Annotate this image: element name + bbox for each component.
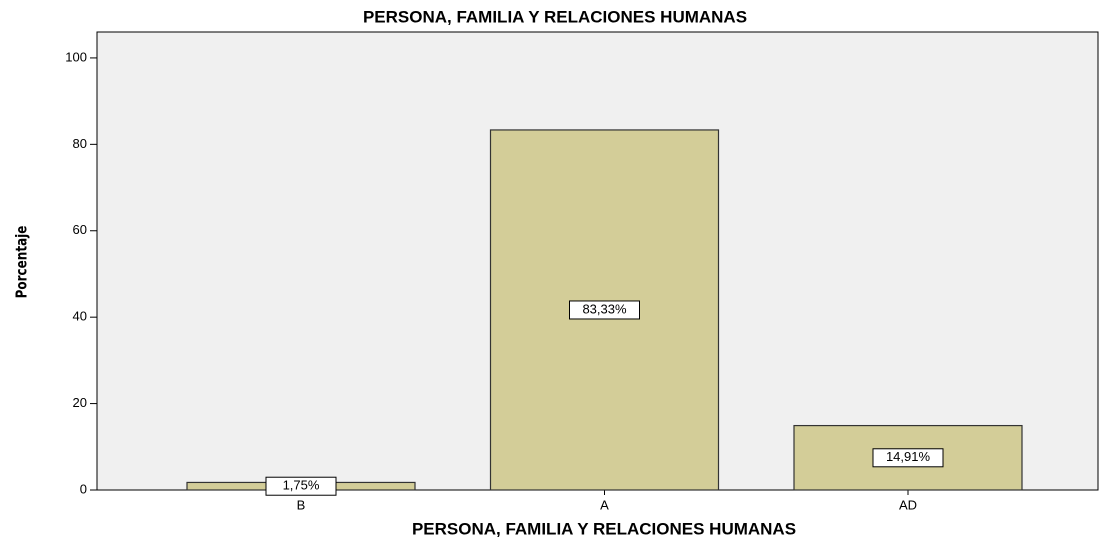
value-label: 14,91% [886,449,931,464]
chart-title: PERSONA, FAMILIA Y RELACIONES HUMANAS [363,7,747,26]
x-tick-label: AD [899,497,917,512]
y-tick-label: 80 [73,136,87,151]
value-label-box [265,476,337,496]
x-tick-label: B [297,497,306,512]
x-tick-label: A [600,497,609,512]
y-tick-label: 60 [73,222,87,237]
y-tick-label: 0 [80,481,87,496]
y-axis-label: Porcentaje [13,226,31,299]
value-label-box [872,448,944,468]
y-tick-label: 100 [65,49,87,64]
value-label: 83,33% [582,301,627,316]
x-axis-label: PERSONA, FAMILIA Y RELACIONES HUMANAS [412,519,796,538]
y-tick-label: 20 [73,395,87,410]
value-label-box [569,300,640,320]
y-tick-label: 40 [73,309,87,324]
value-label: 1,75% [283,478,320,493]
